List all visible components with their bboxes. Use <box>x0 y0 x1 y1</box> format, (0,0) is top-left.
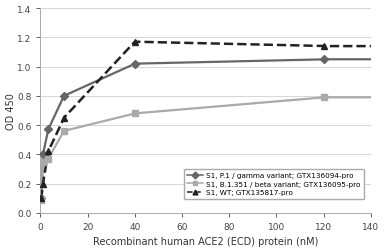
X-axis label: Recombinant human ACE2 (ECD) protein (nM): Recombinant human ACE2 (ECD) protein (nM… <box>93 237 318 246</box>
Legend: S1, P.1 / gamma variant; GTX136094-pro, S1, B.1.351 / beta variant; GTX136095-pr: S1, P.1 / gamma variant; GTX136094-pro, … <box>184 169 364 199</box>
Y-axis label: OD 450: OD 450 <box>5 93 15 129</box>
